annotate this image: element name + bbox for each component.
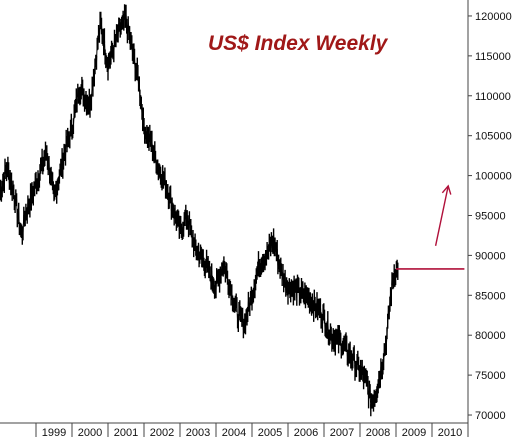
chart-title: US$ Index Weekly [208,32,389,55]
plot-area [0,4,465,417]
y-tick-label-0: 70000 [475,410,506,422]
x-tick-label-2: 2001 [114,427,138,439]
x-tick-label-1: 2000 [78,427,102,439]
x-tick-label-4: 2003 [186,427,210,439]
y-tick-label-1: 75000 [475,370,506,382]
y-tick-label-10: 120000 [475,11,512,23]
x-tick-label-7: 2006 [294,427,318,439]
x-tick-label-10: 2009 [402,427,426,439]
y-tick-label-8: 110000 [475,91,511,103]
series-price-line [0,13,399,410]
x-tick-label-9: 2008 [366,427,390,439]
y-tick-label-9: 115000 [475,51,511,63]
y-tick-label-3: 85000 [475,290,506,302]
x-tick-label-8: 2007 [330,427,354,439]
x-tick-label-6: 2005 [258,427,282,439]
y-tick-label-2: 80000 [475,330,506,342]
y-tick-label-4: 90000 [475,250,506,262]
y-tick-label-5: 95000 [475,210,506,222]
y-tick-label-6: 100000 [475,171,512,183]
x-tick-label-0: 1999 [42,427,66,439]
y-axis: 70000 75000 80000 85000 90000 95000 100000 1050… [468,11,512,422]
x-tick-label-3: 2002 [150,427,174,439]
y-tick-label-7: 105000 [475,131,512,143]
projection-arrow-head [441,184,452,195]
x-tick-label-11: 2010 [438,427,462,439]
projection-arrow-shaft [434,185,449,246]
x-axis: 1999 2000 2001 2002 2003 2004 2005 2006 2007 2008… [35,423,469,439]
x-tick-label-5: 2004 [222,427,246,439]
